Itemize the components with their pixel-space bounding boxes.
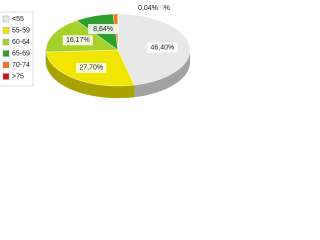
- page: 46,40%27,70%16,17%8,64%1,06%0,04%<5555-5…: [0, 0, 320, 111]
- value-label-box: [62, 35, 93, 46]
- legend-label: 60-64: [12, 39, 30, 46]
- legend-label: 65-69: [12, 50, 30, 57]
- legend-label: <55: [12, 16, 24, 23]
- legend-label: 55-59: [12, 27, 30, 34]
- value-label-box: [88, 23, 119, 34]
- legend-swatch: [2, 73, 10, 80]
- value-label: 16,17%: [66, 37, 90, 44]
- legend-swatch: [2, 61, 10, 69]
- legend-swatch: [2, 50, 10, 57]
- value-label: 8,64%: [93, 26, 113, 33]
- legend-label: 70-74: [12, 62, 30, 69]
- value-label-box: [147, 42, 178, 53]
- legend-box: [0, 11, 34, 87]
- legend-swatch: [2, 15, 10, 23]
- value-label-box: [133, 3, 163, 13]
- legend-swatch: [2, 27, 10, 34]
- value-label: 46,40%: [150, 44, 174, 51]
- value-label-box: [76, 62, 107, 73]
- legend-swatch: [2, 38, 10, 46]
- chart: 46,40%27,70%16,17%8,64%1,06%0,04%<5555-5…: [0, 3, 190, 99]
- value-label: 0,04%: [138, 5, 158, 12]
- legend-label: >75: [12, 73, 24, 80]
- value-label: 27,70%: [79, 65, 103, 72]
